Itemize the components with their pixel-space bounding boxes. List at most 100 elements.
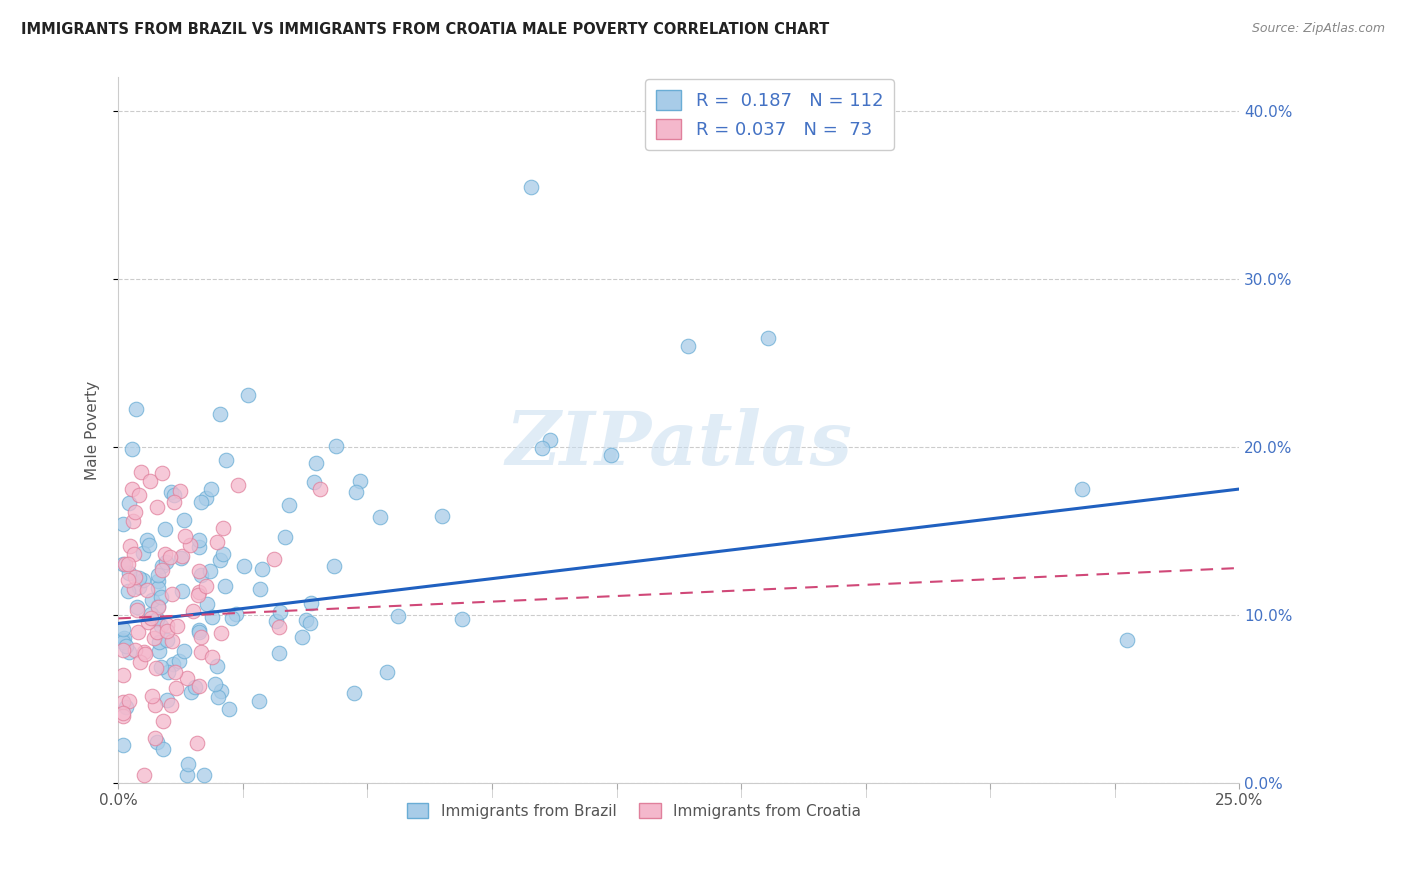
Point (177, 756, 200, 771)
Point (187, 588, 209, 602)
Point (160, 698, 183, 713)
Point (349, 475, 371, 489)
Point (179, 538, 201, 552)
Text: Source: ZipAtlas.com: Source: ZipAtlas.com (1251, 22, 1385, 36)
Point (299, 595, 322, 609)
Point (1116, 633, 1139, 648)
Point (173, 529, 195, 543)
Point (188, 564, 211, 578)
Point (111, 643, 134, 657)
Point (134, 647, 156, 661)
Point (207, 690, 229, 705)
Point (274, 530, 297, 544)
Point (141, 611, 163, 625)
Point (148, 568, 170, 582)
Point (676, 339, 699, 353)
Point (148, 599, 170, 613)
Point (156, 624, 179, 639)
Point (115, 700, 138, 714)
Point (145, 731, 167, 745)
Point (520, 179, 543, 194)
Point (150, 563, 173, 577)
Point (117, 583, 139, 598)
Point (295, 613, 318, 627)
Point (195, 578, 218, 592)
Point (187, 624, 209, 638)
Point (187, 625, 209, 640)
Point (156, 618, 179, 632)
Point (170, 549, 193, 564)
Point (176, 767, 198, 781)
Point (236, 388, 259, 402)
Point (163, 494, 186, 508)
Point (124, 570, 146, 584)
Point (263, 552, 285, 566)
Point (128, 488, 150, 502)
Point (111, 695, 134, 709)
Point (180, 685, 202, 699)
Point (215, 453, 238, 467)
Point (111, 516, 134, 531)
Point (249, 582, 271, 596)
Point (159, 485, 181, 500)
Point (170, 551, 193, 566)
Point (304, 475, 326, 489)
Point (172, 583, 194, 598)
Point (129, 465, 152, 479)
Point (343, 686, 366, 700)
Point (218, 702, 240, 716)
Point (188, 533, 211, 548)
Point (160, 587, 183, 601)
Point (451, 612, 474, 626)
Point (188, 679, 211, 693)
Point (152, 714, 174, 728)
Point (146, 735, 169, 749)
Point (128, 570, 150, 584)
Point (145, 660, 167, 674)
Legend: Immigrants from Brazil, Immigrants from Croatia: Immigrants from Brazil, Immigrants from … (401, 797, 868, 825)
Point (122, 582, 145, 596)
Point (150, 619, 173, 633)
Point (190, 645, 212, 659)
Point (538, 433, 561, 447)
Point (125, 600, 148, 615)
Point (132, 645, 155, 659)
Point (136, 615, 159, 630)
Point (111, 633, 134, 648)
Point (299, 615, 322, 630)
Point (139, 607, 162, 622)
Point (323, 558, 346, 573)
Point (212, 521, 235, 535)
Point (375, 665, 398, 679)
Point (122, 514, 145, 528)
Point (173, 513, 195, 527)
Point (118, 496, 141, 510)
Point (309, 482, 332, 496)
Point (211, 547, 233, 561)
Point (163, 488, 186, 502)
Point (114, 557, 136, 571)
Point (146, 574, 169, 588)
Point (269, 620, 291, 634)
Point (111, 709, 134, 723)
Point (247, 693, 270, 707)
Point (159, 549, 181, 564)
Point (291, 631, 314, 645)
Point (155, 547, 177, 561)
Point (128, 581, 150, 595)
Point (387, 608, 409, 623)
Point (187, 584, 209, 599)
Point (152, 558, 174, 573)
Point (167, 654, 190, 668)
Point (169, 483, 191, 498)
Point (132, 767, 155, 781)
Point (190, 495, 212, 509)
Point (148, 635, 170, 649)
Point (156, 633, 179, 648)
Point (156, 665, 179, 680)
Point (195, 597, 218, 611)
Point (121, 482, 143, 496)
Point (209, 553, 232, 567)
Point (127, 625, 149, 640)
Point (112, 706, 135, 720)
